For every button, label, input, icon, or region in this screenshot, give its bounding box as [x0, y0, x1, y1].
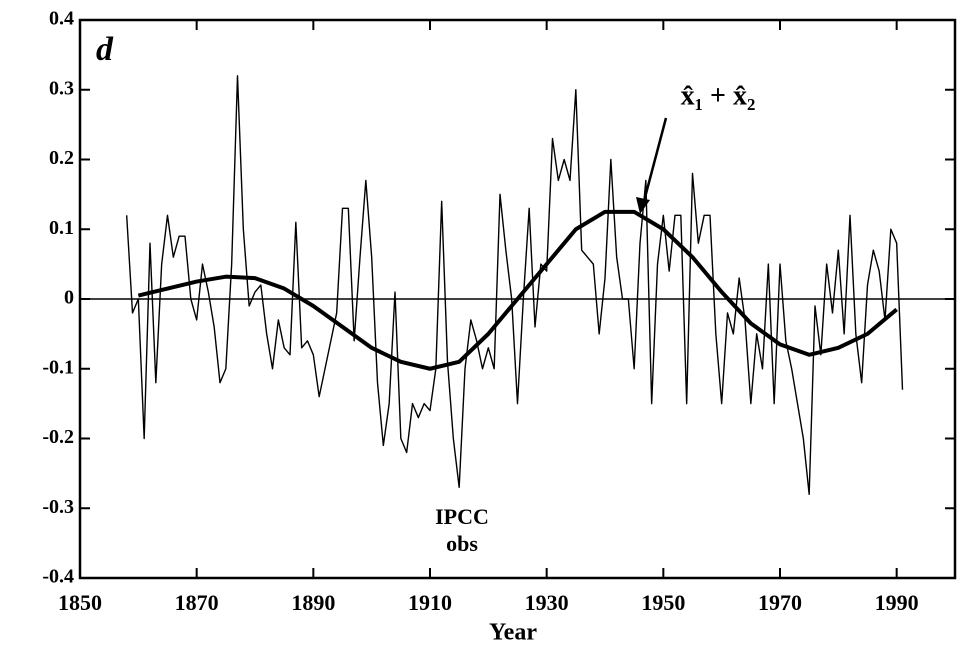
x-tick-label: 1850: [58, 590, 102, 615]
y-tick-label: 0.4: [49, 8, 74, 30]
x-axis-label: Year: [489, 620, 537, 646]
arrow: [641, 117, 668, 206]
annotation: IPCC: [435, 504, 489, 529]
y-tick-label: -0.1: [42, 356, 74, 378]
y-tick-label: 0.3: [49, 77, 74, 99]
y-tick-label: 0: [64, 287, 74, 309]
x-tick-label: 1990: [875, 590, 919, 615]
x-tick-label: 1910: [408, 590, 452, 615]
y-tick-label: 0.1: [49, 217, 74, 239]
x-tick-label: 1930: [525, 590, 569, 615]
y-tick-label: 0.2: [49, 147, 74, 169]
data-line: [137, 209, 898, 371]
x-tick-label: 1890: [291, 590, 335, 615]
x-tick-label: 1950: [641, 590, 685, 615]
panel-label: d: [96, 31, 114, 68]
y-tick-label: -0.2: [42, 426, 74, 448]
y-tick-label: -0.4: [42, 566, 74, 588]
data-line: [125, 75, 904, 495]
annotation: x̂₁ + x̂₂: [681, 80, 756, 111]
y-tick-label: -0.3: [42, 496, 74, 518]
annotation: obs: [446, 531, 478, 556]
x-tick-label: 1870: [175, 590, 219, 615]
x-tick-label: 1970: [758, 590, 802, 615]
